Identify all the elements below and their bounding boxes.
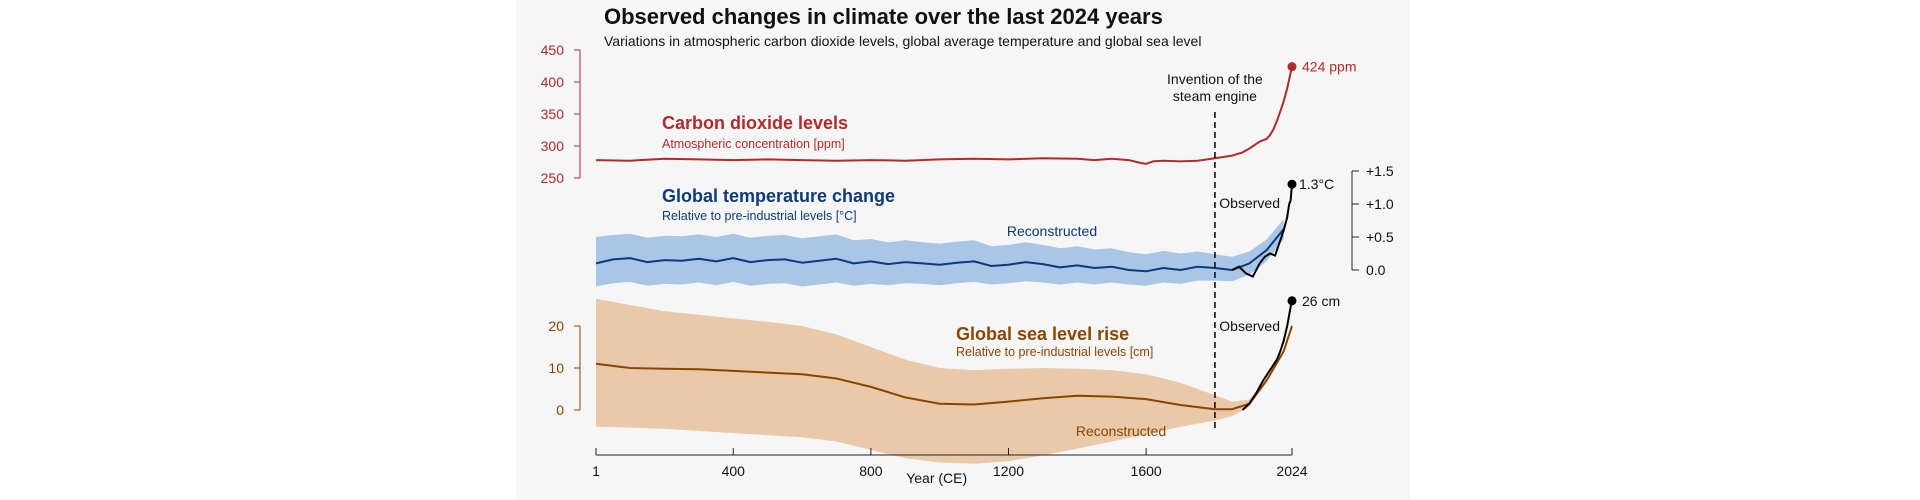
- temperature-y-tick-label: +0.5: [1366, 229, 1394, 245]
- sea-level-reconstructed-label: Reconstructed: [1076, 423, 1166, 439]
- temperature-reconstructed-label: Reconstructed: [1007, 223, 1097, 239]
- x-axis-tick-label: 800: [859, 463, 883, 479]
- temperature-end-label: 1.3°C: [1299, 176, 1334, 192]
- sea-level-panel-title: Global sea level rise: [956, 324, 1129, 344]
- temperature-observed-line: [1231, 184, 1293, 278]
- temperature-y-tick-label: 0.0: [1366, 262, 1386, 278]
- chart-title: Observed changes in climate over the las…: [604, 4, 1163, 29]
- temperature-panel-subtitle: Relative to pre-industrial levels [°C]: [662, 209, 857, 223]
- co2-y-tick-label: 300: [541, 138, 565, 154]
- co2-y-tick-label: 450: [541, 42, 565, 58]
- co2-y-tick-label: 350: [541, 106, 565, 122]
- co2-y-tick-label: 250: [541, 170, 565, 186]
- sea-level-y-tick-label: 10: [548, 360, 564, 376]
- temperature-y-tick-label: +1.0: [1366, 196, 1394, 212]
- x-axis-tick-label: 1600: [1131, 463, 1162, 479]
- temperature-reconstructed-line: [595, 228, 1285, 273]
- co2-y-tick-label: 400: [541, 74, 565, 90]
- steam-engine-annotation: Invention of the: [1167, 71, 1263, 87]
- x-axis-tick-label: 2024: [1276, 463, 1307, 479]
- sea-level-y-tick-label: 0: [556, 402, 564, 418]
- temperature-panel-title: Global temperature change: [662, 186, 895, 206]
- x-axis-tick-label: 1200: [993, 463, 1024, 479]
- temperature-uncertainty-band: [596, 219, 1284, 287]
- temperature-observed-label: Observed: [1219, 195, 1280, 211]
- sea-level-reconstructed-line: [595, 325, 1293, 411]
- sea-level-y-tick-label: 20: [548, 318, 564, 334]
- sea-level-uncertainty-band: [596, 298, 1292, 464]
- co2-end-label: 424 ppm: [1302, 59, 1356, 75]
- temperature-end-point: [1287, 179, 1297, 189]
- sea-level-observed-line: [1241, 300, 1293, 411]
- sea-level-end-point: [1287, 296, 1297, 306]
- x-axis-tick-label: 1: [592, 463, 600, 479]
- x-axis-tick-label: 400: [722, 463, 746, 479]
- co2-line: [595, 66, 1293, 165]
- temperature-y-tick-label: +1.5: [1366, 163, 1394, 179]
- sea-level-panel-subtitle: Relative to pre-industrial levels [cm]: [956, 345, 1153, 359]
- chart-subtitle: Variations in atmospheric carbon dioxide…: [604, 33, 1202, 49]
- co2-end-point: [1287, 62, 1297, 72]
- sea-level-end-label: 26 cm: [1302, 293, 1340, 309]
- steam-engine-annotation: steam engine: [1173, 88, 1257, 104]
- x-axis-label: Year (CE): [906, 470, 967, 486]
- co2-panel-subtitle: Atmospheric concentration [ppm]: [662, 137, 845, 151]
- sea-level-observed-label: Observed: [1219, 318, 1280, 334]
- co2-panel-title: Carbon dioxide levels: [662, 113, 848, 133]
